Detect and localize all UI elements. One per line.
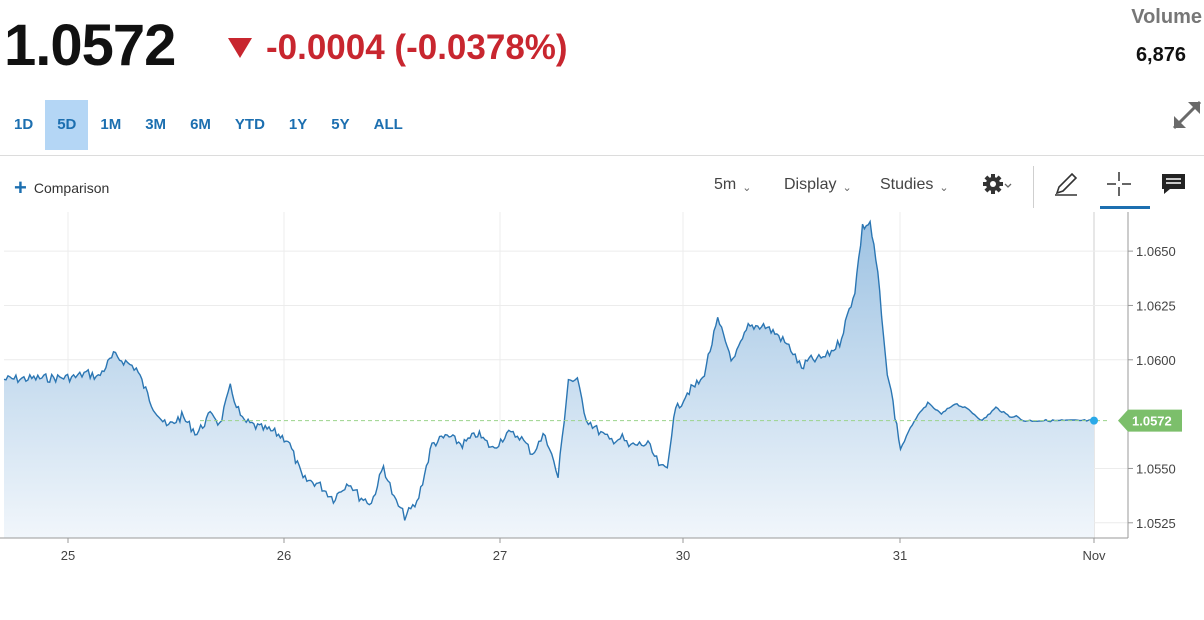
last-price-tag-shape [1118, 409, 1182, 432]
studies-label: Studies [880, 176, 934, 193]
interval-dropdown[interactable]: 5m ⌄ [714, 176, 751, 194]
range-3m[interactable]: 3M [145, 116, 167, 133]
volume-value: 6,876 [1135, 44, 1186, 66]
active-tool-indicator [1100, 206, 1150, 209]
down-arrow-icon [228, 38, 252, 58]
crosshair-icon[interactable] [1103, 170, 1135, 198]
range-5y[interactable]: 5Y [331, 116, 350, 133]
range-5d[interactable]: 5D [45, 100, 89, 150]
studies-dropdown[interactable]: Studies ⌄ [880, 176, 949, 194]
x-tick-label: 27 [493, 548, 507, 563]
x-tick-label: Nov [1082, 548, 1106, 563]
comment-icon[interactable] [1158, 170, 1190, 198]
display-dropdown[interactable]: Display ⌄ [784, 176, 852, 194]
last-price: 1.0572 [4, 13, 176, 78]
display-label: Display [784, 176, 837, 193]
range-1m[interactable]: 1M [100, 116, 122, 133]
volume-label: Volume [1131, 6, 1202, 28]
price-area [4, 221, 1094, 538]
range-1d[interactable]: 1D [14, 116, 34, 133]
x-tick-label: 26 [277, 548, 291, 563]
y-tick-label: 1.0650 [1136, 244, 1176, 259]
plus-icon: + [14, 175, 27, 200]
pencil-icon[interactable] [1050, 170, 1082, 198]
range-1y[interactable]: 1Y [288, 116, 308, 133]
x-tick-label: 25 [61, 548, 75, 563]
x-tick-label: 31 [893, 548, 907, 563]
last-price-tag: 1.0572 [1118, 409, 1182, 432]
range-ytd[interactable]: YTD [234, 116, 265, 133]
chevron-down-icon: ⌄ [842, 181, 852, 194]
price-change-value: -0.0004 (-0.0378%) [266, 28, 568, 67]
y-tick-label: 1.0550 [1136, 461, 1176, 476]
axes: 25 26 27 30 31 Nov 1.0650 1.0625 1.0600 1.0550 1.0… [0, 212, 1176, 563]
expand-icon[interactable] [1170, 98, 1204, 132]
last-price-dot [1090, 416, 1098, 425]
header-divider [0, 155, 1204, 156]
comparison-label: Comparison [33, 180, 110, 196]
interval-label: 5m [714, 176, 737, 193]
chevron-down-icon: ⌄ [939, 181, 949, 194]
x-tick-label: 30 [676, 548, 690, 563]
y-tick-label: 1.0525 [1136, 516, 1176, 531]
price-chart[interactable]: 25 26 27 30 31 Nov 1.0650 1.0625 1.0600 1.0550 1.0… [0, 212, 1204, 572]
chevron-down-icon: ⌄ [742, 181, 752, 194]
range-selector: 1D 5D 1M 3M 6M YTD 1Y 5Y ALL [2, 100, 415, 150]
range-6m[interactable]: 6M [190, 116, 211, 133]
y-tick-label: 1.0625 [1136, 298, 1176, 313]
y-tick-label: 1.0600 [1136, 353, 1176, 368]
range-all[interactable]: ALL [373, 116, 403, 133]
gear-icon[interactable] [982, 170, 1014, 198]
last-price-tag-label: 1.0572 [1132, 414, 1172, 429]
price-line [3, 219, 1095, 521]
price-change: -0.0004 (-0.0378%) [228, 26, 568, 70]
comparison-button[interactable]: + Comparison [14, 175, 110, 200]
toolbar-separator [1033, 166, 1034, 208]
